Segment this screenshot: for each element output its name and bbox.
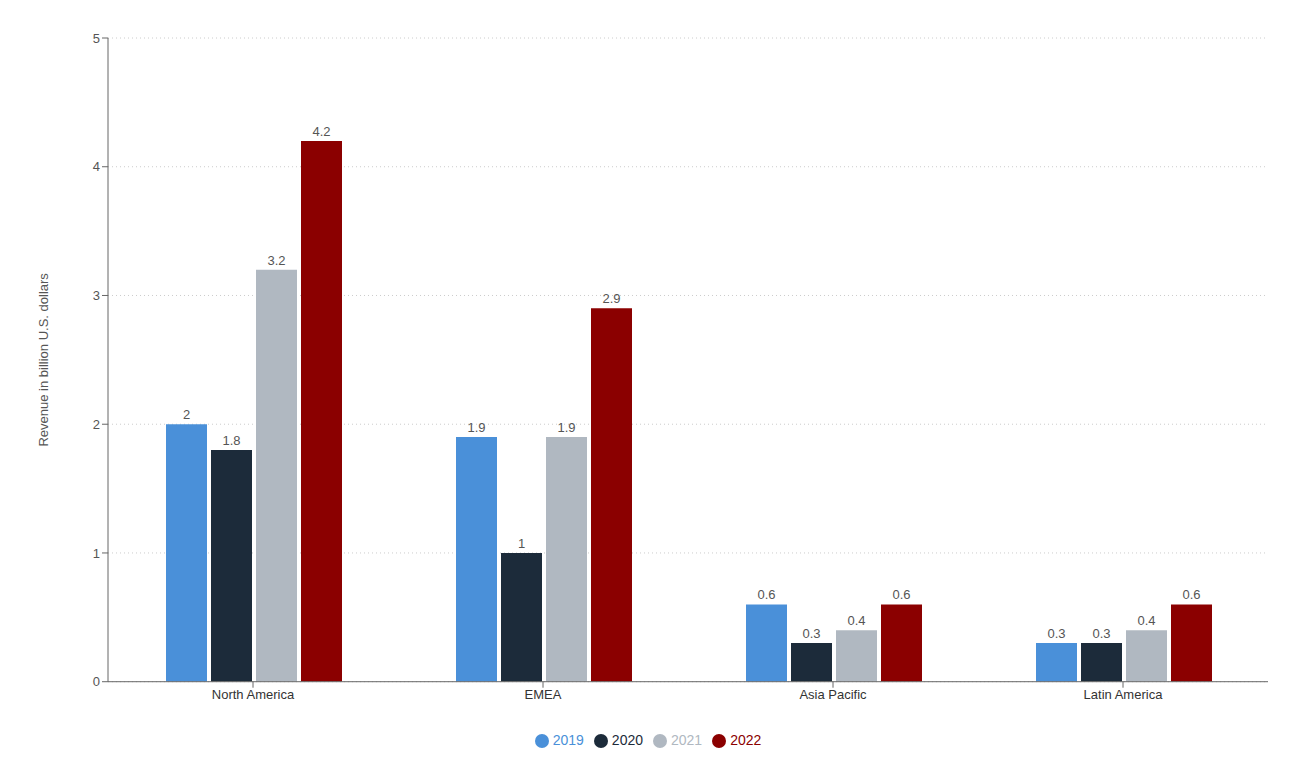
svg-text:3: 3: [93, 288, 100, 303]
svg-text:EMEA: EMEA: [525, 687, 562, 702]
svg-text:0.6: 0.6: [757, 587, 775, 602]
svg-text:0.4: 0.4: [847, 613, 865, 628]
svg-text:3.2: 3.2: [267, 253, 285, 268]
svg-text:4.2: 4.2: [312, 124, 330, 139]
svg-text:Latin America: Latin America: [1084, 687, 1164, 702]
html-text:2021: 2021: [671, 731, 703, 748]
svg-text:0.6: 0.6: [1182, 587, 1200, 602]
svg-text:0.4: 0.4: [1137, 613, 1155, 628]
svg-text:4: 4: [93, 159, 100, 174]
svg-text:5: 5: [93, 31, 100, 46]
svg-text:2.9: 2.9: [602, 291, 620, 306]
svg-text:0: 0: [93, 674, 100, 689]
svg-text:Asia Pacific: Asia Pacific: [799, 687, 867, 702]
html-text:2022: 2022: [730, 731, 762, 748]
html-text:2019: 2019: [552, 731, 584, 748]
svg-text:1: 1: [518, 536, 525, 551]
svg-text:1: 1: [93, 546, 100, 561]
svg-text:2: 2: [93, 417, 100, 432]
svg-text:2: 2: [183, 407, 190, 422]
svg-text:North America: North America: [212, 687, 295, 702]
svg-text:0.3: 0.3: [1047, 626, 1065, 641]
svg-text:0.3: 0.3: [802, 626, 820, 641]
svg-text:Revenue in billion U.S. dollar: Revenue in billion U.S. dollars: [36, 273, 51, 447]
svg-text:0.6: 0.6: [892, 587, 910, 602]
html-text:2020: 2020: [611, 731, 643, 748]
svg-text:0.3: 0.3: [1092, 626, 1110, 641]
svg-text:1.9: 1.9: [557, 420, 575, 435]
svg-text:1.9: 1.9: [467, 420, 485, 435]
svg-text:1.8: 1.8: [222, 433, 240, 448]
